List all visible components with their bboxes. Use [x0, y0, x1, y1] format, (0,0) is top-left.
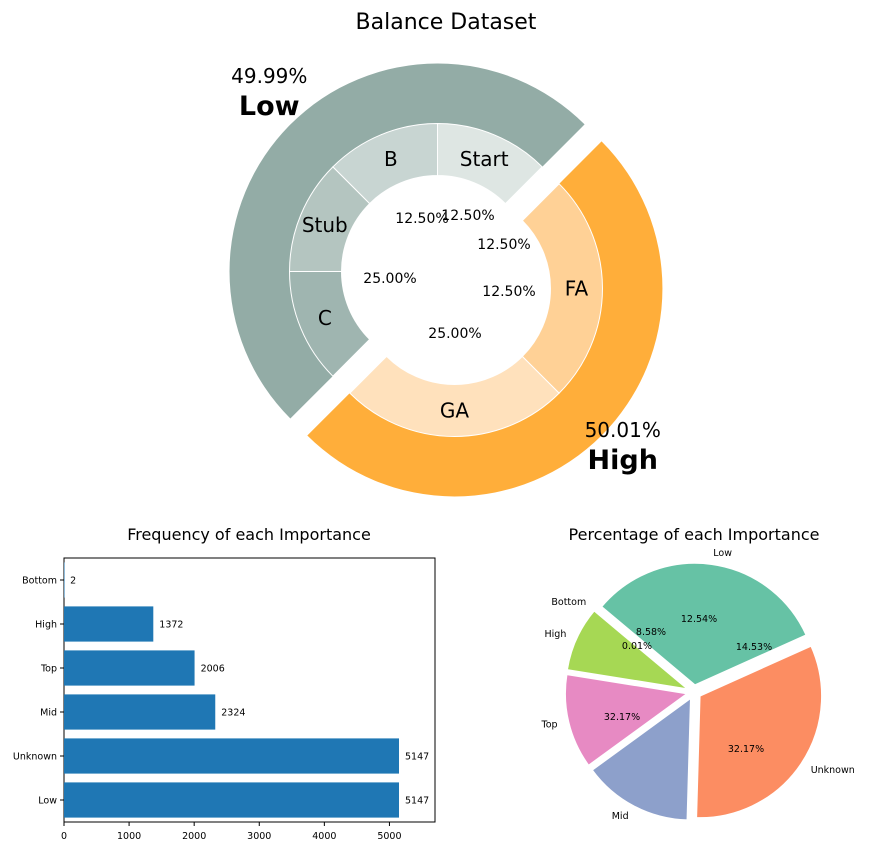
- outer-wedge-high: [307, 141, 663, 497]
- pie-label-unknown-4: Unknown: [811, 765, 855, 776]
- y-tick-label-mid: Mid: [40, 708, 57, 719]
- y-tick-label-unknown: Unknown: [13, 752, 57, 763]
- inner-category-label-start: Start: [460, 147, 509, 171]
- outer-wedge-low: [229, 63, 585, 419]
- outer-percent-label-high: 50.01%: [585, 418, 661, 442]
- pie-percent-label-top-2: 12.54%: [681, 614, 717, 625]
- x-tick-label-2000: 2000: [182, 831, 206, 842]
- frequency-chart-title: Frequency of each Importance: [127, 525, 371, 544]
- inner-category-label-ga: GA: [440, 398, 469, 422]
- x-tick-label-0: 0: [61, 831, 67, 842]
- pie-percent-label-bottom-0: 0.01%: [622, 641, 652, 652]
- inner-category-label-c: C: [318, 306, 332, 330]
- bar-value-label-bottom: 2: [70, 576, 76, 587]
- bar-value-label-mid: 2324: [221, 708, 245, 719]
- bar-mid: [64, 694, 216, 730]
- pie-slice-mid-3: [591, 696, 692, 821]
- y-tick-label-bottom: Bottom: [22, 576, 57, 587]
- x-tick-label-5000: 5000: [377, 831, 401, 842]
- pie-label-high-1: High: [545, 629, 567, 640]
- outer-category-label-high: High: [588, 445, 658, 476]
- pie-slice-low-5: [600, 562, 808, 686]
- inner-percent-label-b: 12.50%: [441, 208, 494, 224]
- y-tick-label-low: Low: [38, 796, 57, 807]
- x-tick-label-3000: 3000: [247, 831, 271, 842]
- inner-percent-label-ga: 25.00%: [428, 326, 481, 342]
- bar-low: [64, 782, 400, 818]
- pie-percent-label-high-1: 8.58%: [636, 627, 666, 638]
- inner-percent-label-stub: 12.50%: [477, 237, 530, 253]
- inner-category-label-stub: Stub: [302, 213, 348, 237]
- outer-category-label-low: Low: [239, 91, 300, 122]
- bar-unknown: [64, 738, 400, 774]
- inner-wedge-c: [289, 271, 371, 377]
- pie-slice-bottom-0: [593, 608, 690, 689]
- pie-slice-unknown-4: [695, 644, 823, 819]
- pie-label-top-2: Top: [541, 720, 558, 731]
- pie-percent-label-low-5: 32.17%: [604, 712, 640, 723]
- inner-percent-label-c: 12.50%: [482, 284, 535, 300]
- y-tick-label-top: Top: [40, 664, 57, 675]
- pie-label-mid-3: Mid: [612, 811, 629, 822]
- inner-wedge-fa: [521, 183, 603, 394]
- bar-value-label-top: 2006: [201, 664, 225, 675]
- x-tick-label-1000: 1000: [117, 831, 141, 842]
- bar-plot-frame: [63, 557, 436, 823]
- inner-category-label-fa: FA: [565, 276, 589, 300]
- outer-percent-label-low: 49.99%: [231, 64, 307, 88]
- bar-value-label-high: 1372: [159, 620, 183, 631]
- inner-category-label-b: B: [384, 147, 398, 171]
- percentage-pie-chart: Bottom High Top Mid Unknown Low 0.01% 8.58% 12.5…: [541, 548, 855, 822]
- x-tick-label-4000: 4000: [312, 831, 336, 842]
- bar-high: [64, 606, 154, 642]
- inner-percent-label-fa: 25.00%: [363, 271, 416, 287]
- pie-slice-high-1: [566, 609, 691, 691]
- percentage-chart-title: Percentage of each Importance: [569, 525, 820, 544]
- bar-bottom: [64, 562, 65, 598]
- pie-label-low-5: Low: [713, 548, 732, 559]
- pie-label-bottom-0: Bottom: [551, 597, 586, 608]
- balance-donut-chart: 49.99% Low 50.01% High Start B Stub C GA FA 12.50%…: [229, 63, 663, 497]
- inner-percent-label-start: 12.50%: [395, 211, 448, 227]
- bar-value-label-unknown: 5147: [405, 752, 429, 763]
- pie-slice-top-2: [564, 673, 690, 767]
- pie-percent-label-unknown-4: 32.17%: [728, 744, 764, 755]
- bar-value-label-low: 5147: [405, 796, 429, 807]
- bar-top: [64, 650, 195, 686]
- frequency-bar-chart: Bottom 2 High 1372 Top 2006 Mid 2324 Unknown 5147…: [13, 557, 436, 842]
- y-tick-label-high: High: [35, 620, 57, 631]
- pie-percent-label-mid-3: 14.53%: [736, 642, 772, 653]
- balance-chart-title: Balance Dataset: [356, 10, 537, 35]
